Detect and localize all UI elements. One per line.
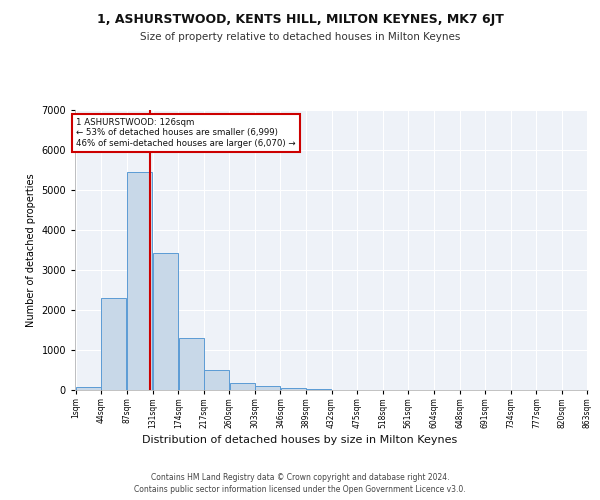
Bar — [230, 383, 254, 390]
Text: 1, ASHURSTWOOD, KENTS HILL, MILTON KEYNES, MK7 6JT: 1, ASHURSTWOOD, KENTS HILL, MILTON KEYNE… — [97, 12, 503, 26]
Bar — [153, 253, 178, 390]
Text: 1 ASHURSTWOOD: 126sqm
← 53% of detached houses are smaller (6,999)
46% of semi-d: 1 ASHURSTWOOD: 126sqm ← 53% of detached … — [76, 118, 296, 148]
Text: Contains HM Land Registry data © Crown copyright and database right 2024.: Contains HM Land Registry data © Crown c… — [151, 472, 449, 482]
Text: Distribution of detached houses by size in Milton Keynes: Distribution of detached houses by size … — [142, 435, 458, 445]
Bar — [204, 370, 229, 390]
Bar — [179, 338, 203, 390]
Bar — [281, 388, 305, 390]
Y-axis label: Number of detached properties: Number of detached properties — [26, 173, 36, 327]
Bar — [127, 172, 152, 390]
Bar — [76, 387, 101, 390]
Bar — [255, 386, 280, 390]
Bar — [101, 298, 127, 390]
Text: Size of property relative to detached houses in Milton Keynes: Size of property relative to detached ho… — [140, 32, 460, 42]
Text: Contains public sector information licensed under the Open Government Licence v3: Contains public sector information licen… — [134, 485, 466, 494]
